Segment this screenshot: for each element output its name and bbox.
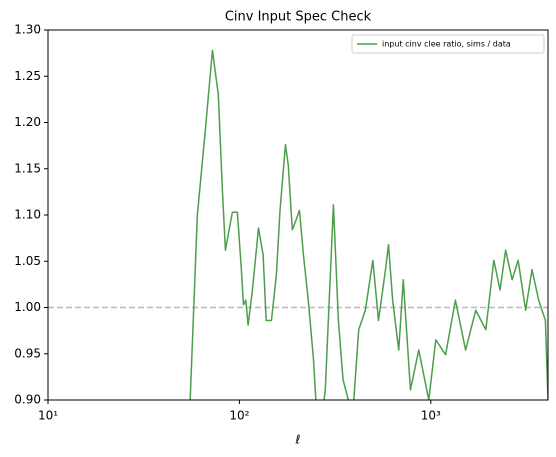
y-tick-label: 1.15 — [14, 161, 41, 175]
x-tick-label: 10³ — [421, 409, 441, 423]
legend-label: input cinv clee ratio, sims / data — [382, 40, 511, 49]
x-tick-label: 10¹ — [38, 409, 58, 423]
plot-frame — [47, 29, 549, 401]
x-tick-label: 10² — [229, 409, 249, 423]
y-tick-label: 1.00 — [14, 300, 41, 314]
y-tick-label: 1.30 — [14, 23, 41, 37]
data-line — [189, 49, 548, 400]
chart-title: Cinv Input Spec Check — [225, 10, 372, 25]
y-tick-label: 1.25 — [14, 69, 41, 83]
plot-area — [189, 49, 548, 400]
y-tick-label: 0.90 — [14, 393, 41, 407]
x-axis-label: ℓ — [295, 433, 301, 447]
legend-box — [351, 34, 545, 54]
y-tick-label: 1.20 — [14, 115, 41, 129]
y-tick-label: 1.05 — [14, 254, 41, 268]
y-tick-label: 1.10 — [14, 208, 41, 222]
y-tick-label: 0.95 — [14, 346, 41, 360]
